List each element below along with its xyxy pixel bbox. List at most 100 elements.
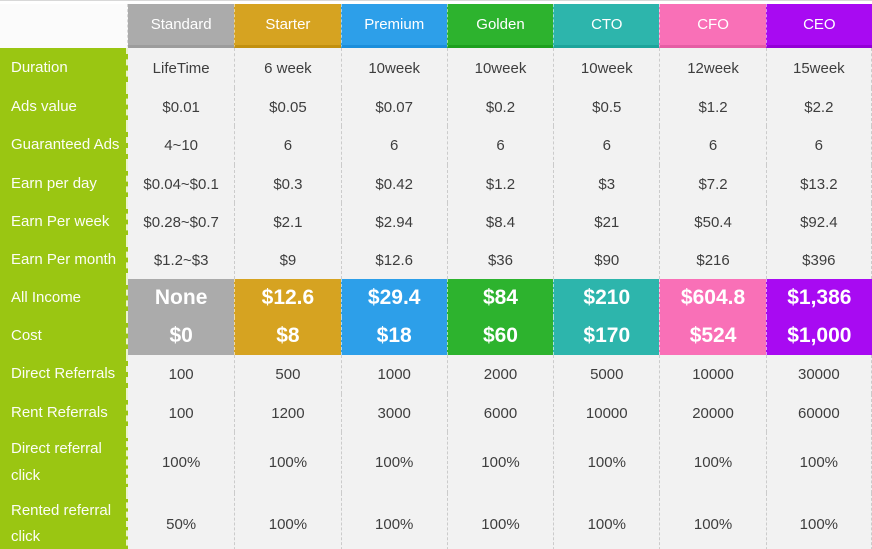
- cell: 100: [128, 394, 235, 432]
- cell: 6: [765, 126, 872, 165]
- cell: 3000: [340, 394, 447, 432]
- cell: $1.2: [659, 88, 766, 126]
- cell: $0.28~$0.7: [128, 203, 235, 241]
- row-label: Ads value: [0, 88, 128, 126]
- cell: $84: [446, 279, 554, 317]
- row-label: Cost: [0, 317, 128, 355]
- row-label: Earn Per week: [0, 203, 128, 241]
- cell: 6: [446, 126, 554, 165]
- cell: 6 week: [234, 48, 341, 88]
- cell: $50.4: [659, 203, 766, 241]
- row-label: Rented referral click: [0, 493, 128, 549]
- row-label: Direct referral click: [0, 432, 128, 493]
- table-row: Direct Referrals 100 500 1000 2000 5000 10000 3…: [0, 355, 872, 394]
- table-row: Direct referral click 100% 100% 100% 100% 100…: [0, 432, 872, 493]
- cell: $1.2: [446, 165, 554, 203]
- column-header-premium: Premium: [340, 4, 447, 48]
- cell: $0.3: [234, 165, 341, 203]
- cell: 500: [234, 355, 341, 394]
- cell: $21: [553, 203, 660, 241]
- table-row: All Income None $12.6 $29.4 $84 $210 $604.8 $1,…: [0, 279, 872, 317]
- cell: $1,000: [765, 317, 872, 355]
- cell: $0.2: [446, 88, 554, 126]
- corner-cell: [0, 4, 128, 48]
- cell: $12.6: [340, 241, 447, 279]
- cell: $2.2: [765, 88, 872, 126]
- cell: 4~10: [128, 126, 235, 165]
- cell: $13.2: [765, 165, 872, 203]
- cell: $36: [446, 241, 554, 279]
- membership-comparison-table: Standard Starter Premium Golden CTO CFO CEO Du…: [0, 4, 872, 549]
- cell: $216: [659, 241, 766, 279]
- column-header-ceo: CEO: [765, 4, 872, 48]
- row-label: Guaranteed Ads: [0, 126, 128, 165]
- cell: None: [128, 279, 235, 317]
- cell: $2.94: [340, 203, 447, 241]
- column-header-standard: Standard: [128, 4, 235, 48]
- table-row: Duration LifeTime 6 week 10week 10week 10week…: [0, 48, 872, 88]
- row-label: Rent Referrals: [0, 394, 128, 432]
- cell: $396: [765, 241, 872, 279]
- cell: 10week: [553, 48, 660, 88]
- cell: $8.4: [446, 203, 554, 241]
- cell: 15week: [765, 48, 872, 88]
- column-header-golden: Golden: [446, 4, 554, 48]
- cell: $0.04~$0.1: [128, 165, 235, 203]
- header-row: Standard Starter Premium Golden CTO CFO CEO: [0, 4, 872, 48]
- table-row: Rented referral click 50% 100% 100% 100% 100%…: [0, 493, 872, 549]
- cell: 60000: [765, 394, 872, 432]
- row-label: Direct Referrals: [0, 355, 128, 394]
- cell: 100: [128, 355, 235, 394]
- cell: $90: [553, 241, 660, 279]
- cell: $0.01: [128, 88, 235, 126]
- cell: $210: [553, 279, 660, 317]
- cell: 50%: [128, 493, 235, 549]
- cell: 1000: [340, 355, 447, 394]
- row-label: Duration: [0, 48, 128, 88]
- cell: 100%: [659, 432, 766, 493]
- cell: $0.05: [234, 88, 341, 126]
- cell: 10000: [659, 355, 766, 394]
- cell: 100%: [340, 493, 447, 549]
- cell: $3: [553, 165, 660, 203]
- column-header-cfo: CFO: [659, 4, 766, 48]
- plans-header: Standard Starter Premium Golden CTO CFO CEO: [0, 4, 872, 48]
- cell: 12week: [659, 48, 766, 88]
- plans-body: Duration LifeTime 6 week 10week 10week 10week…: [0, 48, 872, 549]
- cell: $7.2: [659, 165, 766, 203]
- table-row: Cost $0 $8 $18 $60 $170 $524 $1,000: [0, 317, 872, 355]
- table-row: Ads value $0.01 $0.05 $0.07 $0.2 $0.5 $1.2 $2.2: [0, 88, 872, 126]
- cell: 20000: [659, 394, 766, 432]
- cell: $0: [128, 317, 235, 355]
- cell: $29.4: [340, 279, 447, 317]
- cell: $92.4: [765, 203, 872, 241]
- row-label: Earn Per month: [0, 241, 128, 279]
- cell: 100%: [765, 432, 872, 493]
- cell: $12.6: [234, 279, 341, 317]
- table-row: Earn Per month $1.2~$3 $9 $12.6 $36 $90 $216 $3…: [0, 241, 872, 279]
- cell: 100%: [765, 493, 872, 549]
- table-row: Earn per day $0.04~$0.1 $0.3 $0.42 $1.2 $3 $7.…: [0, 165, 872, 203]
- cell: 6: [234, 126, 341, 165]
- table-row: Guaranteed Ads 4~10 6 6 6 6 6 6: [0, 126, 872, 165]
- cell: $1.2~$3: [128, 241, 235, 279]
- cell: $0.5: [553, 88, 660, 126]
- table-row: Rent Referrals 100 1200 3000 6000 10000 20000 6…: [0, 394, 872, 432]
- cell: 100%: [553, 493, 660, 549]
- cell: 6: [340, 126, 447, 165]
- cell: LifeTime: [128, 48, 235, 88]
- column-header-cto: CTO: [553, 4, 660, 48]
- cell: $18: [340, 317, 447, 355]
- table-row: Earn Per week $0.28~$0.7 $2.1 $2.94 $8.4 $21 $…: [0, 203, 872, 241]
- cell: 100%: [659, 493, 766, 549]
- cell: $0.42: [340, 165, 447, 203]
- cell: $8: [234, 317, 341, 355]
- cell: 6: [553, 126, 660, 165]
- cell: 10week: [446, 48, 554, 88]
- cell: 100%: [446, 493, 554, 549]
- cell: 100%: [446, 432, 554, 493]
- cell: 100%: [553, 432, 660, 493]
- row-label: Earn per day: [0, 165, 128, 203]
- cell: 100%: [234, 432, 341, 493]
